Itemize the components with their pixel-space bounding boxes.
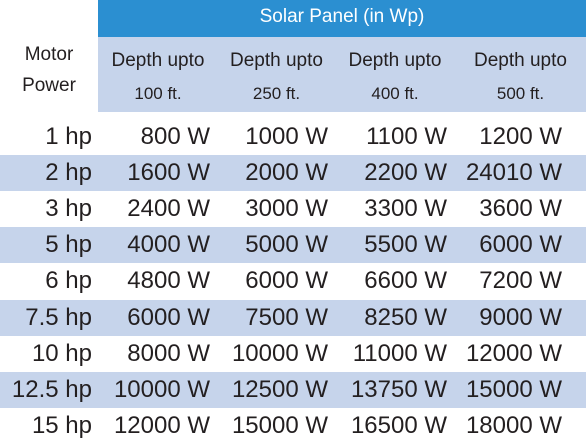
cell: 10000 W xyxy=(231,339,328,367)
depth-header: 100 ft. xyxy=(134,84,182,103)
cell: 7.5 hp xyxy=(25,303,92,331)
cell: 10000 W xyxy=(113,375,210,403)
cell: 5500 W xyxy=(364,231,447,259)
cell: 7200 W xyxy=(479,267,562,295)
cell: 9000 W xyxy=(479,303,562,331)
cell: 18000 W xyxy=(465,411,562,439)
cell: 15 hp xyxy=(31,411,92,439)
title-band xyxy=(98,0,586,37)
table-title: Solar Panel (in Wp) xyxy=(259,6,425,27)
cell: 2 hp xyxy=(45,159,92,187)
cell: 5000 W xyxy=(245,231,328,259)
cell: 3000 W xyxy=(245,195,328,223)
depth-header: 400 ft. xyxy=(371,84,419,103)
row-band xyxy=(0,371,586,408)
cell: 13750 W xyxy=(350,375,447,403)
cell: 1100 W xyxy=(366,123,447,150)
cell: 2200 W xyxy=(364,159,447,187)
cell: 15000 W xyxy=(465,375,562,403)
cell: 800 W xyxy=(140,123,210,150)
cell: 6000 W xyxy=(479,231,562,259)
cell: 16500 W xyxy=(350,411,447,439)
motor-header: Power xyxy=(22,75,76,96)
cell: 10 hp xyxy=(31,339,92,367)
cell: 1600 W xyxy=(127,159,210,187)
subheader-band xyxy=(98,37,586,112)
cell: 6000 W xyxy=(127,303,210,331)
cell: 24010 W xyxy=(465,159,562,187)
cell: 15000 W xyxy=(231,411,328,439)
cell: 2000 W xyxy=(245,159,328,187)
cell: 8250 W xyxy=(364,303,447,331)
cell: 1 hp xyxy=(45,123,92,150)
cell: 6 hp xyxy=(45,267,92,295)
cell: 2400 W xyxy=(127,195,210,223)
cell: 3 hp xyxy=(45,195,92,223)
row-band xyxy=(0,227,586,264)
cell: 7500 W xyxy=(245,303,328,331)
depth-header: Depth upto xyxy=(230,50,323,71)
cell: 1200 W xyxy=(479,123,562,150)
cell: 1000 W xyxy=(245,123,328,150)
cell: 3600 W xyxy=(479,195,562,223)
cell: 11000 W xyxy=(352,339,447,367)
row-band xyxy=(0,299,586,336)
cell: 6000 W xyxy=(245,267,328,295)
depth-header: Depth upto xyxy=(348,50,442,71)
depth-header: 500 ft. xyxy=(496,84,545,103)
cell: 12.5 hp xyxy=(11,375,92,403)
cell: 3300 W xyxy=(364,195,447,223)
depth-header: Depth upto xyxy=(474,50,567,71)
motor-header: Motor xyxy=(24,44,74,65)
cell: 12000 W xyxy=(113,411,210,439)
cell: 12500 W xyxy=(231,375,328,403)
cell: 4000 W xyxy=(127,231,210,259)
cell: 6600 W xyxy=(364,267,447,295)
cell: 12000 W xyxy=(465,339,562,367)
depth-header: Depth upto xyxy=(111,50,205,71)
cell: 5 hp xyxy=(45,231,92,259)
cell: 8000 W xyxy=(127,339,210,367)
cell: 4800 W xyxy=(127,267,210,295)
depth-header: 250 ft. xyxy=(252,84,301,103)
row-band xyxy=(0,155,586,192)
